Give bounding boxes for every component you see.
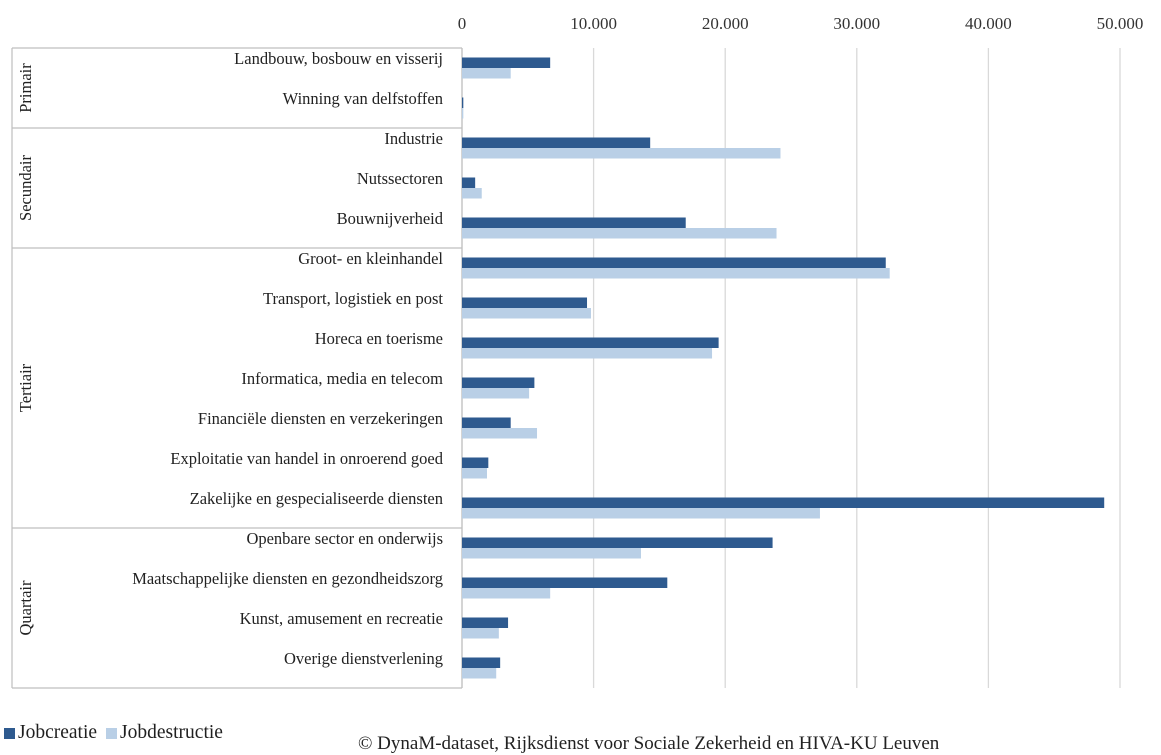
bar-jobdestructie (462, 588, 551, 599)
category-label: Bouwnijverheid (337, 209, 444, 228)
bar-jobdestructie (462, 348, 713, 359)
bar-jobdestructie (462, 308, 591, 319)
x-tick-label: 20.000 (702, 14, 749, 33)
bar-chart: 0 10.000 20.000 30.000 40.000 50.000 Landbouw… (11, 14, 1144, 689)
bar-jobcreatie (462, 377, 535, 388)
legend-item-jobcreatie: Jobcreatie (4, 722, 97, 744)
bar-jobdestructie (462, 268, 890, 279)
category-label: Transport, logistiek en post (263, 289, 443, 308)
bar-jobdestructie (462, 428, 538, 439)
bar-jobdestructie (462, 468, 488, 479)
bar-jobdestructie (462, 228, 777, 239)
legend-item-jobdestructie: Jobdestructie (106, 722, 223, 744)
category-label: Zakelijke en gespecialiseerde diensten (190, 489, 443, 508)
bar-jobcreatie (462, 297, 588, 308)
bar-jobcreatie (462, 657, 501, 668)
legend-label-jobcreatie: Jobcreatie (18, 722, 98, 743)
bar-jobcreatie (462, 537, 773, 548)
bar-jobcreatie (462, 337, 719, 348)
bar-jobcreatie (462, 457, 489, 468)
bar-jobdestructie (462, 508, 820, 519)
category-label: Industrie (384, 129, 443, 148)
group-label: Quartair (16, 580, 35, 635)
bar-jobcreatie (462, 177, 476, 188)
x-tick-label: 30.000 (833, 14, 880, 33)
bar-jobcreatie (462, 617, 509, 628)
category-label: Informatica, media en telecom (241, 369, 443, 388)
bar-jobdestructie (462, 548, 641, 559)
legend: Jobcreatie Jobdestructie (4, 722, 232, 744)
category-label: Exploitatie van handel in onroerend goed (170, 449, 443, 468)
bar-jobdestructie (462, 68, 511, 79)
x-tick-label: 10.000 (570, 14, 617, 33)
group-label: Secundair (16, 155, 35, 221)
category-label: Groot- en kleinhandel (298, 249, 443, 268)
bar-jobcreatie (462, 137, 651, 148)
legend-swatch-jobcreatie (4, 727, 15, 739)
bar-jobcreatie (462, 577, 668, 588)
bar-jobcreatie (462, 257, 886, 268)
group-label: Tertiair (16, 363, 35, 412)
category-label: Nutssectoren (357, 169, 443, 188)
category-label: Landbouw, bosbouw en visserij (234, 49, 443, 68)
group-labels: Primair Secundair Tertiair Quartair (16, 63, 35, 636)
legend-label-jobdestructie: Jobdestructie (120, 722, 223, 743)
x-tick-label: 40.000 (965, 14, 1012, 33)
source-note: © DynaM-dataset, Rijksdienst voor Social… (358, 733, 940, 754)
bar-jobcreatie (462, 57, 551, 68)
bars (462, 57, 1105, 679)
x-tick-label: 50.000 (1097, 14, 1144, 33)
category-label: Maatschappelijke diensten en gezondheids… (132, 569, 443, 588)
legend-swatch-jobdestructie (106, 727, 118, 739)
category-frame (11, 47, 463, 689)
category-label: Horeca en toerisme (315, 329, 443, 348)
bar-jobdestructie (462, 668, 497, 679)
category-label: Openbare sector en onderwijs (246, 529, 443, 548)
x-tick-label: 0 (458, 14, 467, 33)
category-label: Kunst, amusement en recreatie (240, 609, 443, 628)
bar-jobdestructie (462, 108, 464, 119)
bar-jobcreatie (462, 497, 1105, 508)
bar-jobdestructie (462, 148, 781, 159)
x-axis-tick-labels: 0 10.000 20.000 30.000 40.000 50.000 (458, 14, 1144, 33)
bar-jobdestructie (462, 188, 482, 199)
category-labels: Landbouw, bosbouw en visserij Winning van… (132, 49, 444, 668)
bar-jobdestructie (462, 628, 499, 639)
bar-jobcreatie (462, 217, 686, 228)
bar-jobdestructie (462, 388, 530, 399)
bar-jobcreatie (462, 97, 464, 108)
category-label: Overige dienstverlening (284, 649, 443, 668)
group-label: Primair (16, 63, 35, 113)
category-label: Winning van delfstoffen (283, 89, 443, 108)
bar-jobcreatie (462, 417, 511, 428)
category-label: Financiële diensten en verzekeringen (198, 409, 443, 428)
